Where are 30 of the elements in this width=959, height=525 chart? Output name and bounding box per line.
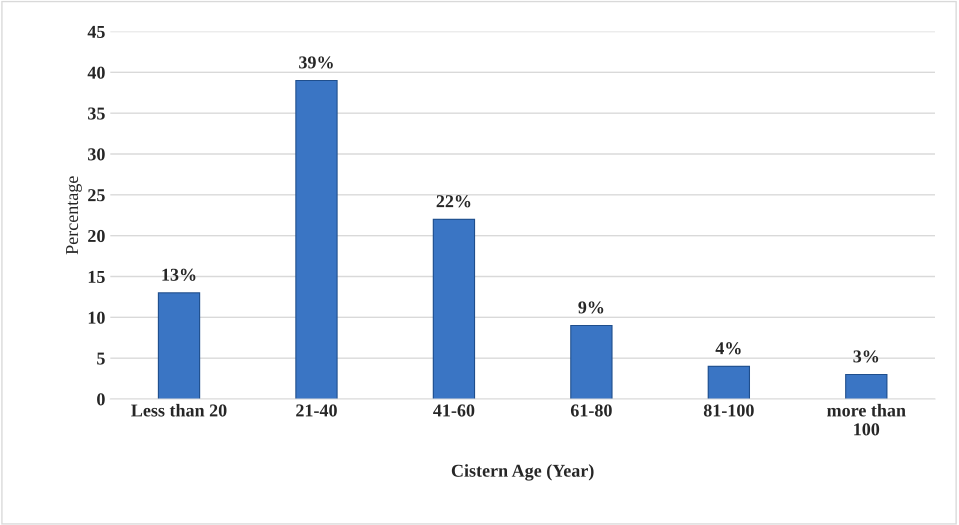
data-label: 9%	[578, 301, 604, 314]
y-tick-label: 40	[88, 66, 105, 79]
bar	[432, 218, 476, 399]
data-label: 22%	[436, 195, 470, 208]
bar	[845, 374, 888, 399]
y-tick-label: 0	[97, 393, 105, 406]
y-tick-label: 30	[88, 148, 105, 160]
y-tick-label: 35	[88, 107, 105, 120]
y-tick-label: 15	[88, 270, 105, 283]
x-tick-label: 41-60	[433, 404, 474, 417]
data-label: 3%	[853, 350, 878, 363]
y-tick-label: 10	[88, 312, 105, 324]
data-label: 39%	[299, 56, 333, 69]
x-tick-label: 61-80	[570, 404, 612, 417]
data-label: 13%	[162, 268, 196, 281]
y-tick-label: 25	[88, 189, 105, 202]
data-label: 4%	[716, 342, 741, 354]
bar	[570, 324, 613, 399]
x-axis-title: Cistern Age (Year)	[452, 464, 594, 481]
y-tick-label: 5	[97, 352, 105, 365]
x-tick-label: Less than 20	[131, 404, 226, 417]
bar	[708, 366, 750, 399]
x-tick-label: 81-100	[704, 404, 754, 417]
y-axis-title: Percentage	[66, 176, 82, 254]
y-tick-label: 45	[88, 26, 105, 38]
bar	[295, 80, 338, 399]
bar	[158, 292, 200, 399]
y-tick-label: 20	[88, 230, 105, 242]
x-tick-label: 21-40	[296, 404, 337, 417]
x-tick-label: more than 100	[827, 404, 906, 436]
